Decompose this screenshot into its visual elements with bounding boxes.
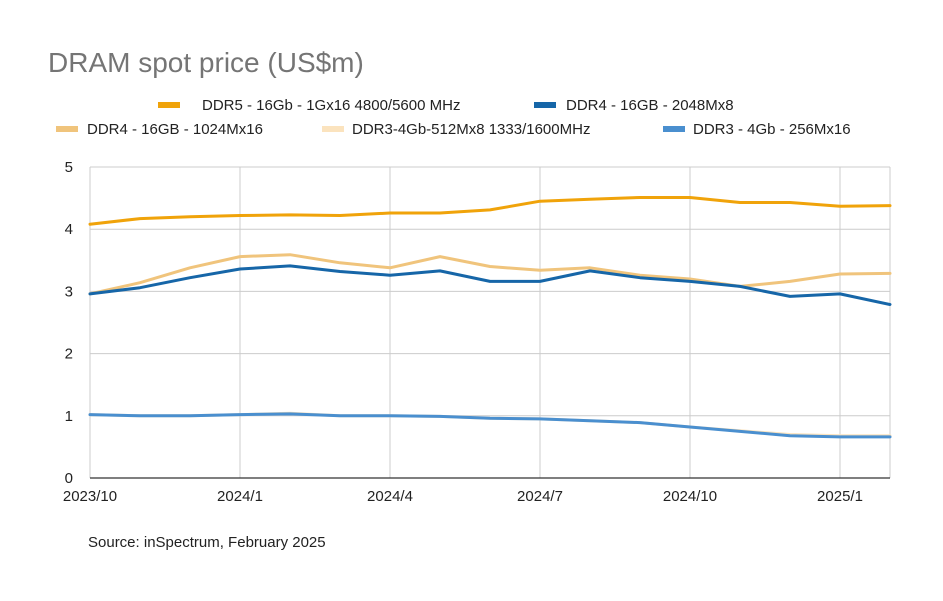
legend-swatch-ddr4-2048mx8 (534, 102, 556, 108)
y-tick-label-0: 0 (65, 470, 73, 487)
legend-item-ddr3-512mx8: DDR3-4Gb-512Mx8 1333/1600MHz (322, 121, 590, 138)
legend-swatch-ddr4-1024mx16 (56, 126, 78, 132)
grid-lines (89, 166, 891, 478)
y-tick-label-3: 3 (65, 283, 73, 300)
source-note: Source: inSpectrum, February 2025 (88, 534, 326, 551)
x-tick-label-2024-7: 2024/7 (517, 488, 563, 505)
legend-item-ddr4-1024mx16: DDR4 - 16GB - 1024Mx16 (56, 121, 263, 138)
legend-label-ddr3-256mx16: DDR3 - 4Gb - 256Mx16 (693, 121, 851, 138)
x-tick-label-2025-1: 2025/1 (817, 488, 863, 505)
x-tick-label-2023-10: 2023/10 (63, 488, 117, 505)
series-line-ddr5-16gb-1gx16-4800-5600-mhz (88, 196, 892, 226)
series-line-ddr3-4gb-256mx16 (88, 412, 892, 439)
x-axis-ticks: 2023/10 2024/1 2024/4 2024/7 2024/10 2025/1 (63, 488, 863, 505)
y-tick-label-4: 4 (65, 221, 73, 238)
legend-label-ddr4-1024mx16: DDR4 - 16GB - 1024Mx16 (87, 121, 263, 138)
legend-swatch-ddr5-1gx16 (158, 102, 180, 108)
legend-item-ddr5-1gx16: DDR5 - 16Gb - 1Gx16 4800/5600 MHz (158, 97, 460, 114)
y-tick-label-5: 5 (65, 159, 73, 176)
legend-swatch-ddr3-256mx16 (663, 126, 685, 132)
x-tick-label-2024-4: 2024/4 (367, 488, 413, 505)
y-axis-ticks: 0 1 2 3 4 5 (65, 159, 73, 487)
series-lines (88, 196, 892, 439)
y-tick-label-1: 1 (65, 408, 73, 425)
x-tick-label-2024-1: 2024/1 (217, 488, 263, 505)
legend-label-ddr3-512mx8: DDR3-4Gb-512Mx8 1333/1600MHz (352, 121, 590, 138)
series-line-ddr4-16gb-2048mx8 (88, 264, 892, 306)
chart-title: DRAM spot price (US$m) (48, 47, 364, 78)
legend-item-ddr3-256mx16: DDR3 - 4Gb - 256Mx16 (663, 121, 851, 138)
x-tick-label-2024-10: 2024/10 (663, 488, 717, 505)
series-line-ddr4-16gb-1024mx16 (88, 253, 892, 296)
legend-item-ddr4-2048mx8: DDR4 - 16GB - 2048Mx8 (534, 97, 734, 114)
y-tick-label-2: 2 (65, 346, 73, 363)
legend: DDR5 - 16Gb - 1Gx16 4800/5600 MHz DDR4 -… (56, 97, 851, 138)
legend-label-ddr4-2048mx8: DDR4 - 16GB - 2048Mx8 (566, 97, 734, 114)
legend-label-ddr5-1gx16: DDR5 - 16Gb - 1Gx16 4800/5600 MHz (202, 97, 460, 114)
legend-swatch-ddr3-512mx8 (322, 126, 344, 132)
